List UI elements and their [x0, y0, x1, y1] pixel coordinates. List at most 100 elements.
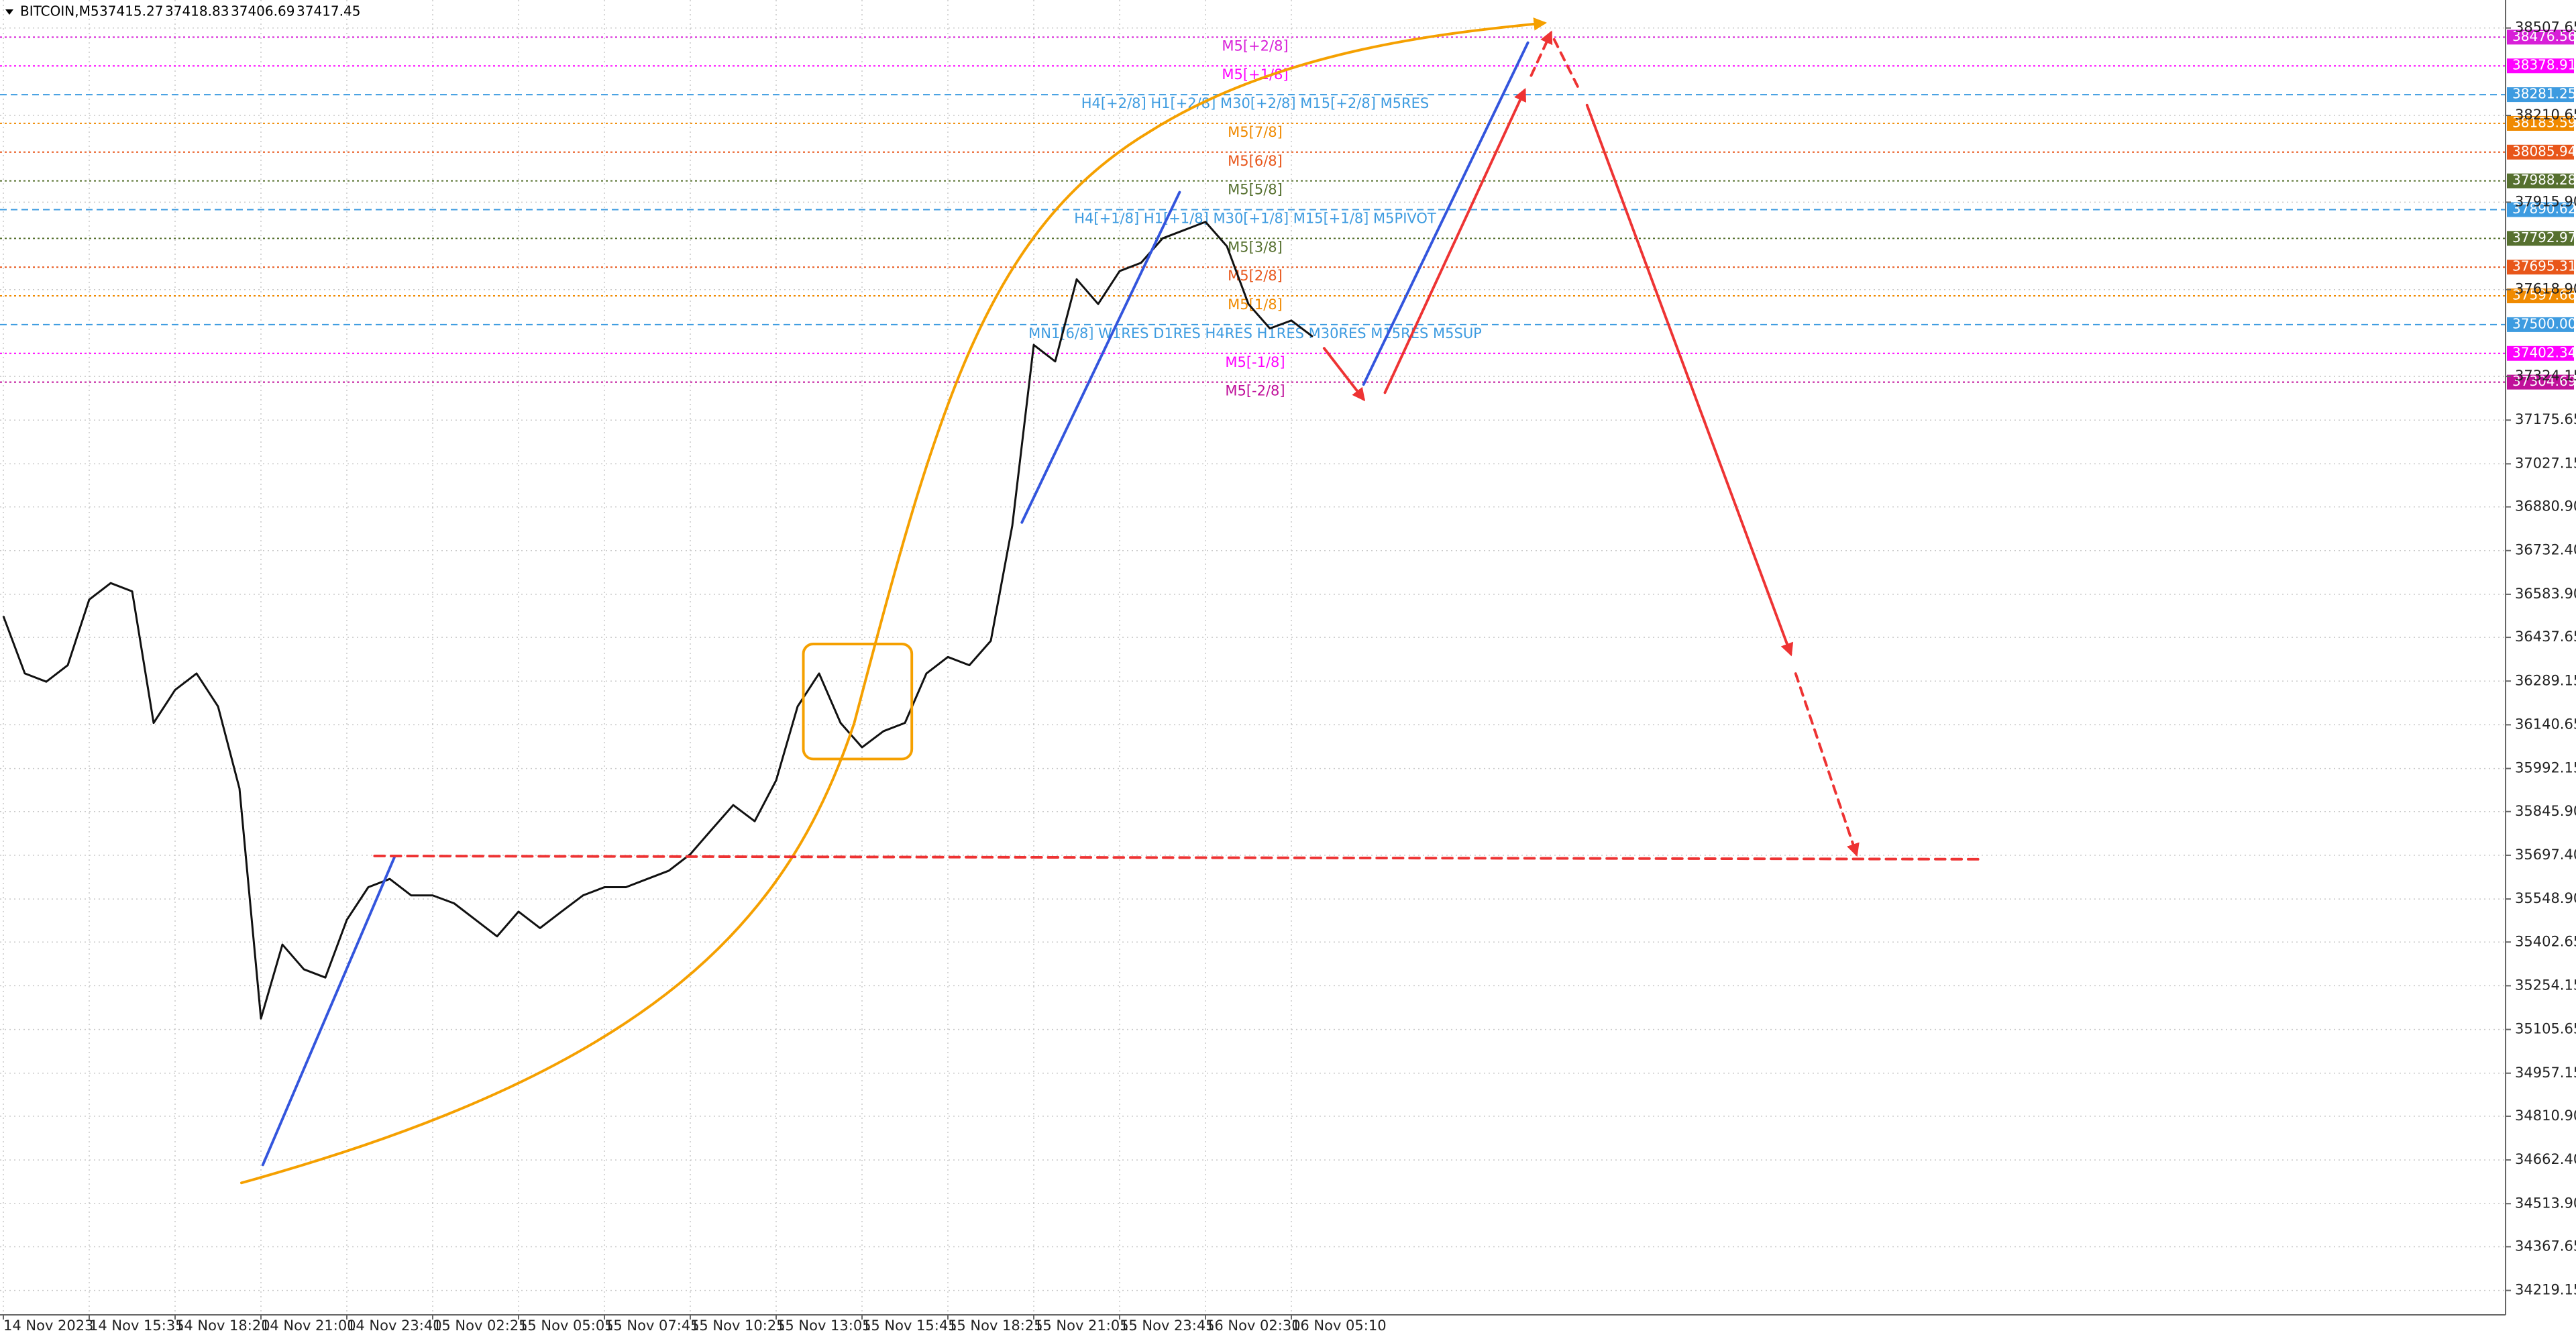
- level-price-box: [2507, 374, 2574, 390]
- price-layer: [2, 221, 1313, 1020]
- y-tick-label: 35697.40: [2515, 847, 2576, 863]
- blue-trend: [1362, 41, 1529, 386]
- level-price-label: 37500.00: [2512, 315, 2576, 331]
- x-tick-label: 15 Nov 07:45: [604, 1318, 700, 1334]
- x-tick-label: 15 Nov 05:05: [519, 1318, 614, 1334]
- price-line: [2, 221, 1313, 1020]
- level-label: H4[+1/8] H1[+1/8] M30[+1/8] M15[+1/8] M5…: [1074, 210, 1436, 226]
- level-price-box: [2507, 345, 2574, 361]
- y-tick-label: 37618.90: [2515, 281, 2576, 297]
- x-tick-label: 14 Nov 21:00: [261, 1318, 356, 1334]
- y-tick-label: 35105.65: [2515, 1021, 2576, 1037]
- red-arrow: [1383, 88, 1526, 394]
- ohlc-value: 37406.69: [231, 3, 294, 19]
- x-tick-label: 14 Nov 23:40: [347, 1318, 442, 1334]
- x-tick-label: 14 Nov 18:20: [175, 1318, 270, 1334]
- y-tick-label: 35845.90: [2515, 803, 2576, 819]
- level-label: H4[+2/8] H1[+2/8] M30[+2/8] M15[+2/8] M5…: [1081, 95, 1429, 111]
- level-price-box: [2507, 58, 2574, 74]
- ohlc-value: 37418.83: [165, 3, 229, 19]
- chart-title: BITCOIN,M5: [20, 3, 99, 19]
- red-arrow: [1585, 103, 1794, 657]
- y-tick-label: 34957.15: [2515, 1065, 2576, 1081]
- level-price-label: 37695.31: [2512, 258, 2576, 274]
- blue-trend: [1020, 191, 1181, 524]
- level-label: M5[-2/8]: [1225, 383, 1285, 399]
- x-tick-label: 15 Nov 21:05: [1034, 1318, 1129, 1334]
- y-tick-label: 34513.90: [2515, 1195, 2576, 1211]
- y-tick-label: 34662.40: [2515, 1151, 2576, 1167]
- y-tick-label: 35402.65: [2515, 933, 2576, 949]
- red-arrow: [1794, 672, 1860, 857]
- y-tick-label: 37175.65: [2515, 411, 2576, 427]
- y-tick-label: 36732.40: [2515, 542, 2576, 558]
- x-tick-label: 15 Nov 15:45: [862, 1318, 957, 1334]
- y-tick-label: 36140.65: [2515, 716, 2576, 732]
- level-price-label: 37597.66: [2512, 287, 2576, 303]
- levels: M5[+2/8]38476.56M5[+1/8]38378.91H4[+2/8]…: [0, 28, 2576, 399]
- x-tick-label: 15 Nov 10:25: [690, 1318, 786, 1334]
- level-price-box: [2507, 317, 2574, 332]
- x-tick-label: 16 Nov 05:10: [1291, 1318, 1387, 1334]
- level-price-box: [2507, 260, 2574, 275]
- level-price-label: 38281.25: [2512, 86, 2576, 102]
- level-price-box: [2507, 288, 2574, 304]
- level-price-box: [2507, 87, 2574, 103]
- level-label: M5[1/8]: [1228, 297, 1283, 313]
- level-label: M5[-1/8]: [1225, 354, 1285, 370]
- level-label: M5[3/8]: [1228, 239, 1283, 255]
- y-tick-label: 35992.15: [2515, 760, 2576, 776]
- level-price-box: [2507, 231, 2574, 246]
- level-price-label: 37988.28: [2512, 172, 2576, 188]
- red-arrow: [1322, 347, 1366, 402]
- x-tick-label: 15 Nov 02:25: [433, 1318, 528, 1334]
- y-tick-label: 34219.15: [2515, 1282, 2576, 1298]
- x-tick-label: 16 Nov 02:30: [1205, 1318, 1301, 1334]
- level-price-box: [2507, 202, 2574, 217]
- orange-box: [802, 643, 914, 761]
- level-price-label: 37304.69: [2512, 373, 2576, 389]
- grid: [0, 0, 2506, 1314]
- level-price-label: 37402.34: [2512, 344, 2576, 360]
- level-price-box: [2507, 173, 2574, 189]
- y-tick-label: 36583.90: [2515, 586, 2576, 602]
- level-price-box: [2507, 144, 2574, 160]
- ohlc-value: 37417.45: [297, 3, 360, 19]
- y-tick-label: 37324.15: [2515, 368, 2576, 384]
- blue-trend: [261, 856, 396, 1167]
- drawings: [240, 17, 1984, 1185]
- level-price-label: 38085.94: [2512, 143, 2576, 159]
- y-tick-label: 37027.15: [2515, 455, 2576, 471]
- y-tick-label: 36289.15: [2515, 672, 2576, 688]
- level-label: M5[6/8]: [1228, 153, 1283, 169]
- x-tick-label: 14 Nov 2023: [3, 1318, 94, 1334]
- orange-curve: [240, 17, 1547, 1185]
- level-price-label: 38476.56: [2512, 28, 2576, 44]
- y-tick-label: 38507.65: [2515, 19, 2576, 36]
- y-tick-label: 36880.90: [2515, 498, 2576, 515]
- level-price-label: 38378.91: [2512, 57, 2576, 73]
- menu-triangle: [5, 9, 13, 15]
- level-label: M5[5/8]: [1228, 182, 1283, 198]
- red-arrow: [1552, 38, 1582, 94]
- level-label: MN1[6/8] W1RES D1RES H4RES H1RES M30RES …: [1028, 325, 1482, 341]
- y-tick-label: 36437.65: [2515, 629, 2576, 645]
- y-tick-label: 34367.65: [2515, 1238, 2576, 1254]
- level-label: M5[7/8]: [1228, 124, 1283, 140]
- y-tick-label: 35254.15: [2515, 977, 2576, 993]
- x-tick-label: 14 Nov 15:35: [89, 1318, 184, 1334]
- y-tick-label: 34810.90: [2515, 1108, 2576, 1124]
- ohlc-value: 37415.27: [99, 3, 163, 19]
- y-tick-label: 35548.90: [2515, 890, 2576, 906]
- red-target-line: [373, 854, 1984, 861]
- red-arrow: [1529, 30, 1553, 77]
- y-tick-label: 38210.65: [2515, 107, 2576, 123]
- level-label: M5[+2/8]: [1222, 38, 1288, 54]
- level-price-label: 37890.62: [2512, 201, 2576, 217]
- level-price-box: [2507, 115, 2574, 131]
- y-tick-label: 37915.90: [2515, 193, 2576, 209]
- x-tick-label: 15 Nov 23:45: [1120, 1318, 1215, 1334]
- x-tick-label: 15 Nov 18:25: [948, 1318, 1043, 1334]
